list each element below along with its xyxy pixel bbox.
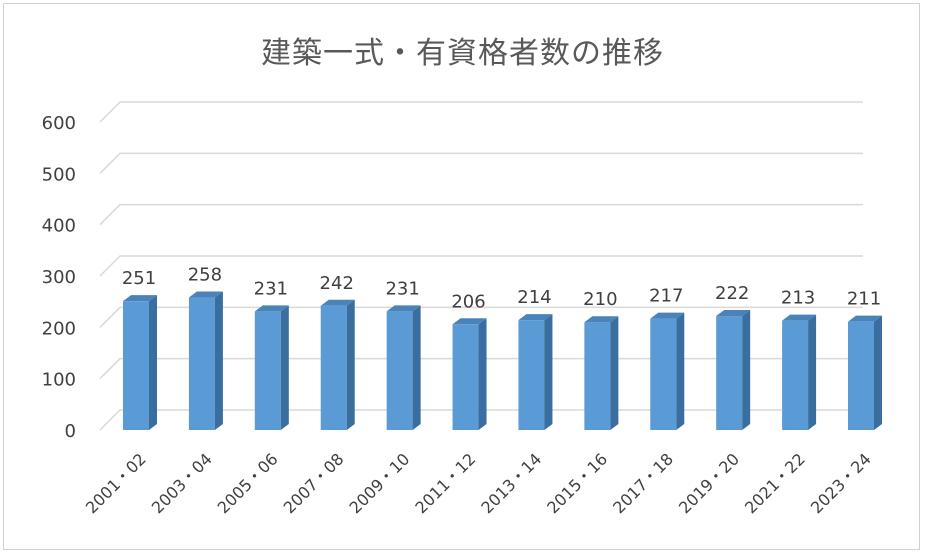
x-axis-ticks: 2001・022003・042005・062007・082009・102011・… — [82, 449, 875, 517]
x-tick-label: 2003・04 — [148, 449, 216, 517]
bar-front — [782, 320, 809, 430]
bar-top — [188, 291, 223, 298]
bar-front — [123, 301, 149, 430]
x-tick-label: 2005・06 — [214, 449, 282, 517]
bar — [188, 291, 223, 430]
bar-side — [874, 315, 882, 430]
bar — [386, 305, 421, 430]
data-label: 211 — [847, 289, 881, 310]
y-tick-label: 200 — [42, 318, 76, 339]
bar — [518, 314, 553, 430]
bar-front — [518, 320, 545, 430]
data-label: 222 — [715, 283, 749, 304]
bar-front — [650, 318, 677, 430]
x-tick-label: 2007・08 — [280, 449, 348, 517]
data-label: 206 — [451, 291, 485, 312]
bar-side — [808, 314, 817, 430]
bar-top — [782, 314, 817, 321]
bar-top — [386, 305, 421, 312]
chart-frame — [3, 3, 920, 550]
bar-side — [280, 305, 289, 430]
y-tick-label: 600 — [42, 113, 76, 134]
bar-front — [386, 311, 413, 430]
bar-top — [848, 315, 882, 322]
bar — [584, 316, 619, 430]
gridline — [99, 152, 863, 174]
x-tick-label: 2011・12 — [411, 449, 479, 517]
bar-front — [716, 316, 743, 430]
bar-top — [716, 310, 751, 317]
x-tick-label: 2001・02 — [82, 449, 150, 517]
bar — [848, 315, 882, 430]
bar-side — [149, 295, 157, 430]
x-tick-label: 2023・24 — [807, 449, 875, 517]
bar-side — [610, 316, 619, 430]
gridline — [99, 203, 863, 226]
y-tick-label: 300 — [42, 267, 76, 288]
bar-side — [214, 291, 223, 430]
data-label: 210 — [583, 289, 617, 310]
gridline — [99, 306, 863, 328]
bar-front — [188, 297, 215, 430]
bar — [782, 314, 817, 430]
bar — [123, 295, 157, 430]
data-label: 251 — [122, 268, 156, 289]
data-label: 213 — [781, 288, 815, 309]
bar-top — [518, 314, 553, 321]
data-label: 231 — [254, 278, 288, 299]
bars — [123, 291, 882, 430]
bar-front — [848, 321, 874, 430]
y-tick-label: 500 — [42, 164, 76, 185]
bar-top — [584, 316, 619, 323]
y-tick-label: 100 — [42, 370, 76, 391]
x-tick-label: 2013・14 — [477, 449, 545, 517]
y-axis-ticks: 0 100 200 300 400 500 600 — [42, 113, 76, 442]
gridlines — [99, 101, 863, 431]
bar-side — [478, 318, 487, 430]
data-labels: 251 258 231 242 231 206 214 210 217 222 213 211 — [122, 265, 881, 313]
bar-side — [412, 305, 421, 430]
x-tick-label: 2015・16 — [543, 449, 611, 517]
bar — [452, 318, 487, 430]
data-label: 258 — [188, 265, 222, 286]
bar-front — [584, 322, 611, 430]
bar-side — [346, 299, 355, 430]
gridline — [99, 101, 863, 123]
bar-top — [254, 305, 289, 312]
data-label: 217 — [649, 286, 683, 307]
bar — [650, 312, 685, 430]
gridline — [99, 255, 863, 277]
bar-top — [320, 299, 355, 306]
bar-top — [452, 318, 487, 325]
bar-front — [452, 324, 479, 430]
bar — [254, 305, 289, 430]
bar-top — [650, 312, 685, 319]
chart-title: 建築一式・有資格者数の推移 — [261, 36, 664, 71]
bar — [716, 310, 751, 430]
bar — [320, 299, 355, 430]
data-label: 242 — [320, 273, 354, 294]
y-tick-label: 400 — [42, 216, 76, 237]
x-tick-label: 2019・20 — [675, 449, 743, 517]
x-tick-label: 2021・22 — [741, 449, 809, 517]
bar-side — [676, 312, 685, 430]
bar-front — [320, 305, 347, 430]
bar-top — [123, 295, 157, 302]
bar-front — [254, 311, 281, 430]
bar-side — [544, 314, 553, 430]
data-label: 231 — [385, 278, 419, 299]
x-tick-label: 2017・18 — [609, 449, 677, 517]
data-label: 214 — [517, 287, 551, 308]
bar-side — [742, 310, 751, 430]
y-tick-label: 0 — [65, 421, 76, 442]
x-tick-label: 2009・10 — [346, 449, 414, 517]
